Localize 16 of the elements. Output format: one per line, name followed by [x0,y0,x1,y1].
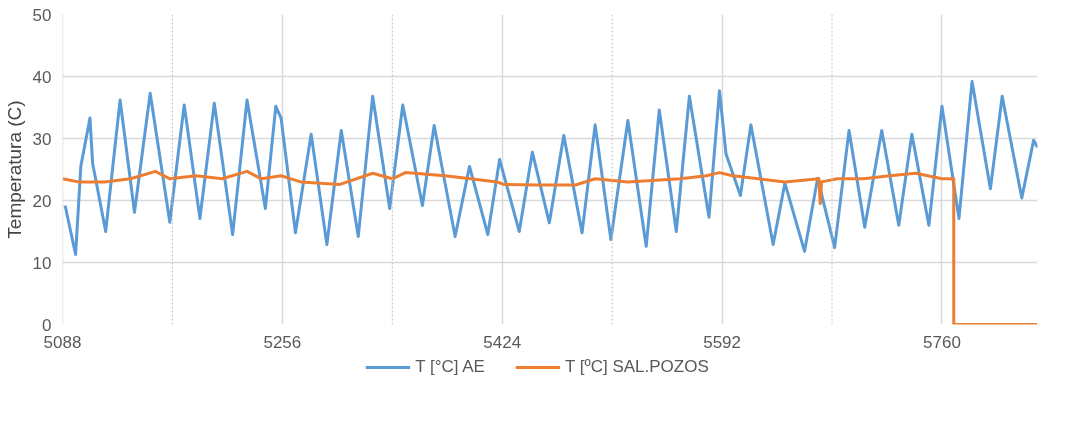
y-axis-title: Temperatura (C) [3,100,25,239]
line-series [62,169,1038,325]
y-tick-label: 0 [42,315,52,335]
y-tick-label: 30 [32,129,52,149]
legend-label: T [°C] AE [415,357,485,377]
y-tick-label: 50 [32,5,52,25]
x-tick-label: 5760 [923,332,961,352]
x-tick-label: 5088 [43,332,82,352]
y-tick-label: 20 [32,191,52,211]
y-tick-label: 10 [32,253,52,273]
y-tick-label: 40 [32,67,52,87]
x-tick-label: 5256 [263,332,302,352]
x-tick-label: 5592 [703,332,742,352]
x-tick-label: 5424 [483,332,522,352]
line-series [63,79,1038,256]
legend-label: T [ºC] SAL.POZOS [564,357,709,377]
